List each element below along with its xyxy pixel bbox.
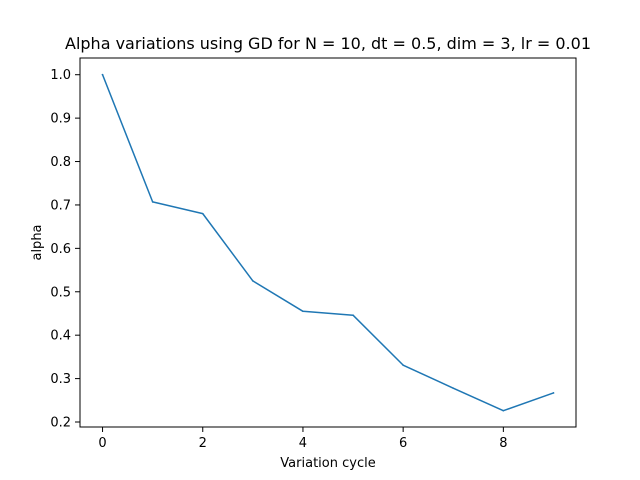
data-point	[252, 280, 254, 282]
x-tick-label: 4	[299, 436, 307, 451]
series-line	[101, 73, 555, 412]
y-tick-label: 0.8	[50, 155, 71, 170]
x-tick-label: 6	[399, 436, 407, 451]
x-axis: 0 2 4 6 8	[98, 427, 507, 451]
data-point	[452, 387, 455, 389]
y-tick-label: 1.0	[50, 68, 71, 83]
y-tick-label: 0.9	[50, 112, 71, 127]
y-axis: 0.2 0.3 0.4 0.5 0.6 0.7 0.8 0.9 1.0	[50, 68, 80, 431]
y-tick-label: 0.4	[50, 329, 71, 344]
data-point	[201, 212, 204, 215]
y-tick-label: 0.2	[50, 416, 71, 431]
plot-area	[79, 57, 577, 428]
data-point	[402, 364, 404, 366]
data-point	[302, 310, 304, 313]
x-tick-label: 8	[499, 436, 507, 451]
y-tick-label: 0.7	[50, 198, 71, 213]
x-axis-label: Variation cycle	[280, 456, 375, 471]
y-axis-label: alpha	[30, 224, 45, 260]
data-point	[352, 314, 354, 317]
y-tick-label: 0.5	[50, 285, 71, 300]
series-layer	[101, 73, 555, 412]
y-tick-label: 0.3	[50, 372, 71, 387]
data-point	[101, 73, 104, 76]
data-point	[552, 392, 555, 394]
data-point	[151, 201, 154, 203]
x-tick-label: 2	[199, 436, 207, 451]
chart-title: Alpha variations using GD for N = 10, dt…	[65, 34, 591, 53]
data-point	[502, 409, 505, 412]
plot-frame	[79, 57, 577, 428]
y-tick-label: 0.6	[50, 242, 71, 257]
x-tick-label: 0	[98, 436, 106, 451]
